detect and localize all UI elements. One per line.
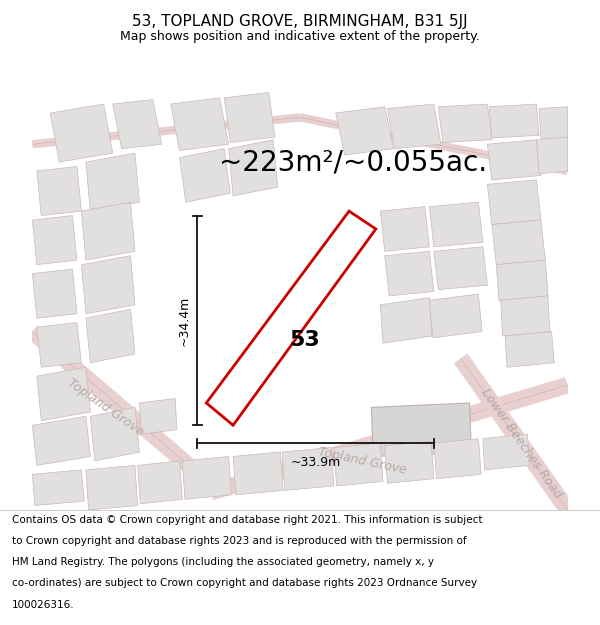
Polygon shape: [82, 256, 135, 314]
Polygon shape: [233, 452, 283, 495]
Polygon shape: [86, 466, 137, 510]
Polygon shape: [37, 368, 91, 421]
Text: 53, TOPLAND GROVE, BIRMINGHAM, B31 5JJ: 53, TOPLAND GROVE, BIRMINGHAM, B31 5JJ: [132, 14, 468, 29]
Polygon shape: [37, 322, 82, 368]
Polygon shape: [86, 153, 139, 211]
Polygon shape: [505, 332, 554, 367]
Polygon shape: [113, 99, 162, 149]
Polygon shape: [483, 434, 529, 470]
Text: ~33.9m: ~33.9m: [290, 456, 341, 469]
Polygon shape: [334, 443, 383, 486]
Polygon shape: [501, 296, 550, 336]
Polygon shape: [182, 456, 232, 499]
Polygon shape: [137, 461, 182, 504]
Text: 53: 53: [289, 331, 320, 351]
Polygon shape: [536, 137, 568, 174]
Text: Map shows position and indicative extent of the property.: Map shows position and indicative extent…: [120, 30, 480, 43]
Polygon shape: [434, 247, 487, 289]
Polygon shape: [37, 166, 82, 216]
Polygon shape: [430, 294, 482, 338]
Polygon shape: [224, 92, 275, 142]
Text: Contains OS data © Crown copyright and database right 2021. This information is : Contains OS data © Crown copyright and d…: [12, 514, 482, 524]
Polygon shape: [388, 104, 441, 149]
Text: co-ordinates) are subject to Crown copyright and database rights 2023 Ordnance S: co-ordinates) are subject to Crown copyr…: [12, 578, 477, 588]
Polygon shape: [385, 251, 434, 296]
Polygon shape: [32, 416, 91, 466]
Polygon shape: [206, 211, 376, 425]
Polygon shape: [91, 408, 139, 461]
Polygon shape: [492, 220, 545, 264]
Polygon shape: [335, 107, 394, 155]
Text: ~34.4m: ~34.4m: [177, 295, 190, 346]
Text: to Crown copyright and database rights 2023 and is reproduced with the permissio: to Crown copyright and database rights 2…: [12, 536, 467, 546]
Polygon shape: [385, 441, 434, 483]
Polygon shape: [487, 140, 541, 180]
Text: ~223m²/~0.055ac.: ~223m²/~0.055ac.: [220, 148, 488, 176]
Polygon shape: [139, 399, 177, 434]
Polygon shape: [489, 104, 539, 138]
Polygon shape: [229, 140, 278, 196]
Text: Topland Grove: Topland Grove: [65, 376, 146, 439]
Text: Topland Grove: Topland Grove: [317, 445, 408, 477]
Polygon shape: [82, 202, 135, 260]
Polygon shape: [50, 104, 113, 162]
Polygon shape: [32, 269, 77, 318]
Polygon shape: [380, 207, 430, 251]
Polygon shape: [371, 403, 471, 456]
Polygon shape: [282, 448, 334, 491]
Polygon shape: [179, 149, 230, 202]
Polygon shape: [496, 260, 548, 301]
Polygon shape: [32, 216, 77, 264]
Polygon shape: [487, 180, 541, 224]
Polygon shape: [170, 98, 229, 151]
Polygon shape: [380, 298, 432, 343]
Text: 100026316.: 100026316.: [12, 600, 74, 610]
Polygon shape: [430, 202, 483, 247]
Polygon shape: [539, 107, 568, 140]
Polygon shape: [438, 104, 492, 142]
Polygon shape: [86, 309, 135, 362]
Polygon shape: [434, 439, 481, 479]
Text: HM Land Registry. The polygons (including the associated geometry, namely x, y: HM Land Registry. The polygons (includin…: [12, 557, 434, 567]
Text: Lower Beeches Road: Lower Beeches Road: [478, 386, 564, 501]
Polygon shape: [32, 470, 84, 506]
